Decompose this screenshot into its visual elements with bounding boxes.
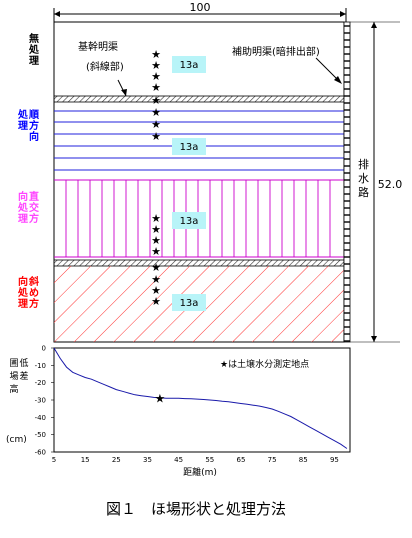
svg-text:13a: 13a xyxy=(180,60,199,71)
area-label-1: 13a xyxy=(172,56,206,73)
section-label-char: 交 xyxy=(29,201,39,214)
measurement-star: ★ xyxy=(151,94,161,107)
measurement-star: ★ xyxy=(151,273,161,286)
measurement-star: ★ xyxy=(151,245,161,258)
main-drain-note-line1: 基幹明渠 xyxy=(78,40,118,53)
profile-series xyxy=(53,347,348,449)
drain-channel xyxy=(343,21,351,343)
section-label-char: 理 xyxy=(29,55,39,67)
measurement-star: ★ xyxy=(151,223,161,236)
profile-chart: 0-10-20-30-40-50-60 5 15 25 35 45 55 65 75 85 95 … xyxy=(6,345,351,478)
section-parallel-lines xyxy=(54,110,344,171)
x-tick-label: 15 xyxy=(81,456,90,464)
x-tick-label: 25 xyxy=(112,456,121,464)
section-label-char: 処 xyxy=(17,286,29,299)
area-label-4: 13a xyxy=(172,294,206,311)
section-label-char: 順 xyxy=(28,108,40,121)
profile-ylabel-char: 低 xyxy=(19,357,28,369)
profile-ylabel-char: 場 xyxy=(9,370,18,382)
measurement-star: ★ xyxy=(151,59,161,72)
main-drain-bottom xyxy=(53,259,345,267)
measurement-star: ★ xyxy=(151,48,161,61)
section-label-char: 処 xyxy=(17,201,29,214)
measurement-star: ★ xyxy=(151,284,161,297)
top-dimension: 100 xyxy=(53,1,347,22)
section-label-char: 無 xyxy=(29,32,39,45)
y-tick-label: -40 xyxy=(35,414,46,422)
y-tick-label: -50 xyxy=(35,431,46,439)
y-tick-label: -10 xyxy=(35,362,46,370)
section-label-char: 理 xyxy=(18,120,28,132)
section-label-char: 理 xyxy=(18,298,28,310)
measurement-star: ★ xyxy=(151,106,161,119)
profile-ylabel-char: 高 xyxy=(9,383,18,395)
figure-caption: 図１ ほ場形状と処理方法 xyxy=(106,500,286,518)
area-label-3: 13a xyxy=(172,212,206,229)
y-tick-label: 0 xyxy=(42,345,46,353)
svg-text:13a: 13a xyxy=(180,298,199,309)
section-label-char: め xyxy=(29,287,39,299)
svg-text:13a: 13a xyxy=(180,216,199,227)
section-label-char: 直 xyxy=(29,190,39,203)
measurement-star: ★ xyxy=(151,212,161,225)
area-label-2: 13a xyxy=(172,138,206,155)
measurement-star: ★ xyxy=(151,261,161,274)
section-label-char: 向 xyxy=(29,130,39,143)
measurement-star: ★ xyxy=(151,234,161,247)
right-dimension: 52.0 xyxy=(350,21,403,343)
measurement-star: ★ xyxy=(151,295,161,308)
x-tick-label: 35 xyxy=(143,456,152,464)
x-tick-label: 65 xyxy=(236,456,245,464)
drain-label: 排水路 xyxy=(358,157,369,199)
section-label-char: 処 xyxy=(17,108,29,121)
x-tick-label: 55 xyxy=(205,456,214,464)
measurement-star: ★ xyxy=(151,130,161,143)
y-tick-label: -30 xyxy=(35,397,46,405)
main-drain-note-line2: (斜線部) xyxy=(86,60,124,73)
section-label-char: 斜 xyxy=(28,275,39,288)
measurement-star: ★ xyxy=(151,81,161,94)
section-label-char: 理 xyxy=(18,213,28,225)
x-tick-label: 75 xyxy=(268,456,277,464)
profile-ylabel-unit: (cm) xyxy=(6,435,27,445)
y-tick-label: -20 xyxy=(35,379,46,387)
measurement-star: ★ xyxy=(151,70,161,83)
section-label-char: 方 xyxy=(29,297,39,310)
section-label-char: 向 xyxy=(18,275,28,288)
section-label-char: 処 xyxy=(28,43,40,56)
svg-text:13a: 13a xyxy=(180,142,199,153)
main-drain-top xyxy=(53,95,345,103)
profile-ylabel-char: 圃 xyxy=(9,358,18,369)
legend-note: ★は土壌水分測定地点 xyxy=(220,358,309,370)
x-tick-label: 95 xyxy=(330,456,339,464)
profile-xlabel: 距離(m) xyxy=(183,466,217,478)
x-tick-label: 45 xyxy=(174,456,183,464)
section-label-char: 方 xyxy=(29,119,39,132)
y-tick-label: -60 xyxy=(35,449,46,457)
section-label-char: 方 xyxy=(29,212,39,225)
x-tick-label: 85 xyxy=(299,456,308,464)
sub-drain-note: 補助明渠(暗排出部) xyxy=(232,45,320,58)
right-dimension-label: 52.0 xyxy=(378,178,403,191)
section-label-char: 向 xyxy=(18,190,28,203)
top-dimension-label: 100 xyxy=(190,1,211,14)
section-label-1: 無処理 xyxy=(28,32,40,67)
x-tick-label: 5 xyxy=(52,456,56,464)
measurement-star: ★ xyxy=(151,118,161,131)
profile-marker-star: ★ xyxy=(155,391,166,405)
profile-ylabel-char: 差 xyxy=(19,370,28,382)
